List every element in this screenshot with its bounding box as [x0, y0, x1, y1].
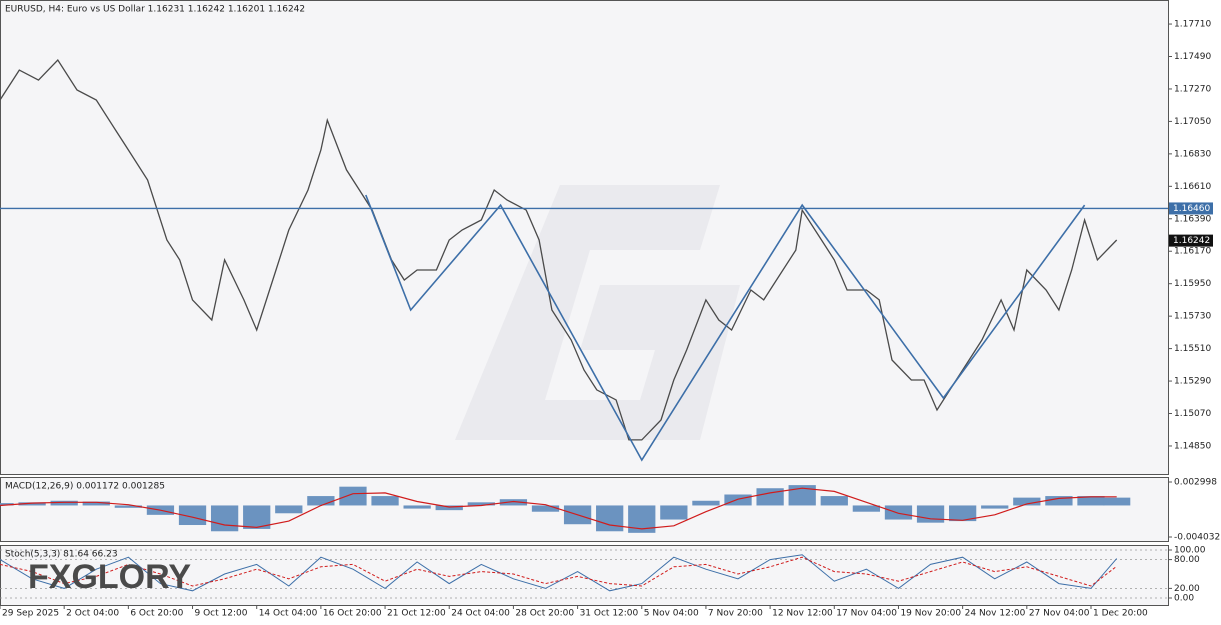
x-tick-label: 24 Oct 04:00 — [451, 609, 510, 619]
histogram-bar — [756, 488, 784, 506]
histogram-bar — [499, 499, 528, 506]
x-tick-label: 7 Nov 20:00 — [708, 609, 763, 619]
histogram-bar — [1103, 497, 1131, 506]
y-tick-label: 1.17710 — [1174, 20, 1211, 30]
histogram-bar — [307, 496, 335, 506]
x-tick-label: 19 Nov 20:00 — [900, 609, 961, 619]
histogram-bar — [50, 500, 78, 506]
x-tick-label: 14 Oct 04:00 — [259, 609, 318, 619]
histogram-bar — [114, 505, 142, 508]
x-tick-label: 27 Nov 04:00 — [1029, 609, 1090, 619]
y-tick-label: 1.14850 — [1174, 441, 1211, 451]
histogram-bar — [949, 505, 977, 522]
histogram-bar — [435, 505, 463, 511]
watermark — [455, 185, 740, 440]
histogram-bar — [1045, 496, 1073, 506]
histogram-bar — [596, 505, 624, 532]
histogram-bar — [467, 502, 495, 506]
x-tick-label: 5 Nov 04:00 — [644, 609, 699, 619]
histogram-bar — [660, 505, 688, 520]
histogram-bar — [531, 505, 560, 512]
x-tick-label: 17 Nov 04:00 — [836, 609, 897, 619]
y-tick-label: 1.15510 — [1174, 344, 1211, 354]
y-tick-label: 1.16170 — [1174, 247, 1211, 257]
series-line — [365, 194, 1086, 462]
series-line — [0, 556, 1118, 587]
y-tick-label: 1.15950 — [1174, 279, 1211, 289]
histogram-bar — [724, 494, 752, 506]
histogram-bar — [852, 505, 881, 512]
x-tick-label: 9 Oct 12:00 — [195, 609, 248, 619]
y-tick-label: 1.16830 — [1174, 149, 1211, 159]
histogram-bar — [916, 505, 945, 523]
panel-title: Stoch(5,3,3) 81.64 66.23 — [5, 550, 118, 560]
x-tick-label: 28 Oct 20:00 — [515, 609, 574, 619]
y-tick-label: 100.00 — [1174, 545, 1206, 555]
price-tag — [1169, 234, 1213, 247]
x-tick-label: 21 Oct 12:00 — [387, 609, 446, 619]
series-line — [0, 58, 1118, 441]
histogram-bar — [178, 505, 207, 526]
histogram-bar — [275, 505, 303, 514]
level-tag — [1169, 202, 1213, 215]
y-tick-label: -0.004032 — [1174, 533, 1220, 543]
histogram-bar — [82, 501, 110, 506]
y-tick-label: 0.00 — [1174, 593, 1194, 603]
histogram-bar — [1077, 496, 1105, 506]
histogram-bar — [981, 505, 1009, 509]
histogram-bar — [820, 496, 848, 506]
x-tick-label: 16 Oct 20:00 — [323, 609, 382, 619]
x-tick-label: 12 Nov 12:00 — [772, 609, 833, 619]
y-tick-label: 1.17490 — [1174, 52, 1211, 62]
histogram-bar — [339, 486, 367, 506]
x-tick-label: 24 Nov 12:00 — [965, 609, 1026, 619]
price-panel — [0, 0, 1169, 475]
panel-title: EURUSD, H4: Euro vs US Dollar 1.16231 1.… — [5, 5, 305, 15]
level-label: 1.16460 — [1173, 204, 1210, 214]
y-tick-label: 1.15070 — [1174, 409, 1211, 419]
y-tick-label: 1.17270 — [1174, 84, 1211, 94]
histogram-bar — [210, 505, 239, 532]
x-tick-label: 6 Oct 20:00 — [130, 609, 183, 619]
y-tick-label: 1.15290 — [1174, 377, 1211, 387]
histogram-bar — [403, 505, 431, 509]
panel-title: MACD(12,26,9) 0.001172 0.001285 — [5, 482, 165, 492]
y-tick-label: 20.00 — [1174, 584, 1200, 594]
y-tick-label: 1.16610 — [1174, 182, 1211, 192]
histogram-bar — [371, 496, 399, 506]
histogram-bar — [18, 502, 46, 506]
histogram-bar — [243, 505, 271, 529]
x-tick-label: 1 Dec 20:00 — [1093, 609, 1148, 619]
histogram-bar — [692, 500, 720, 506]
y-tick-label: 80.00 — [1174, 555, 1200, 565]
histogram-bar — [0, 503, 14, 506]
y-tick-label: 1.15730 — [1174, 312, 1211, 322]
watermark-shape — [455, 185, 740, 440]
x-tick-label: 2 Oct 04:00 — [66, 609, 119, 619]
y-tick-label: 1.17050 — [1174, 117, 1211, 127]
histogram-bar — [1013, 497, 1041, 506]
x-tick-label: 31 Oct 12:00 — [580, 609, 639, 619]
histogram-bar — [788, 485, 816, 506]
y-tick-label: 0.002998 — [1174, 477, 1217, 487]
y-tick-label: 1.16390 — [1174, 214, 1211, 224]
logo: FXGLORY — [28, 558, 191, 596]
histogram-bar — [884, 505, 913, 520]
x-tick-label: 29 Sep 2025 — [2, 609, 59, 619]
series-line — [0, 487, 1117, 530]
price-label: 1.16242 — [1173, 236, 1210, 246]
